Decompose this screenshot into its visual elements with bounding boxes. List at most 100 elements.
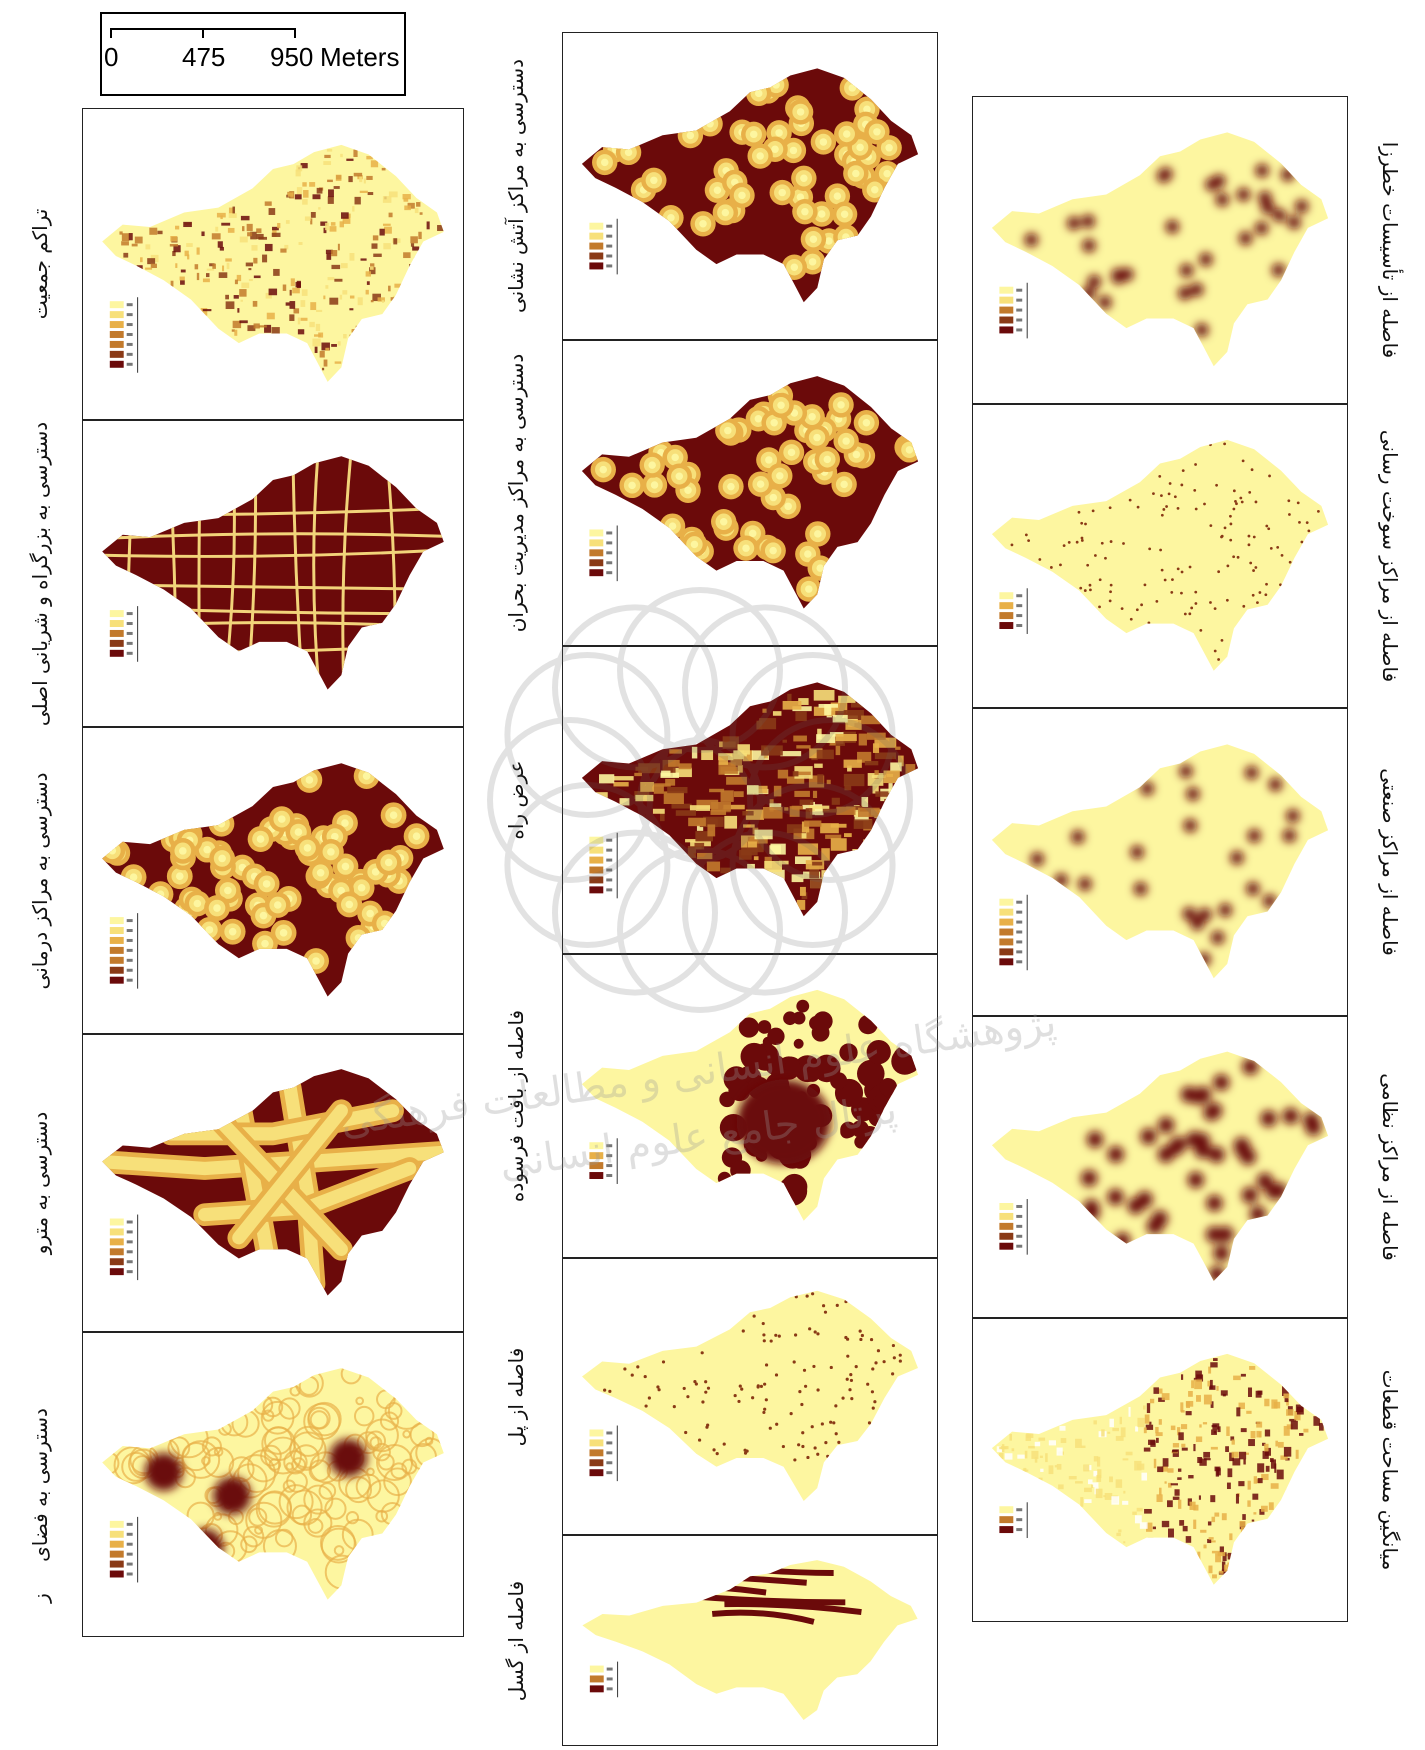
legend-swatch <box>109 917 124 925</box>
map-panel <box>562 646 938 954</box>
legend-swatch <box>109 639 124 647</box>
legend-swatch <box>109 956 124 964</box>
legend-swatch <box>999 612 1014 620</box>
map-panel <box>562 32 938 340</box>
legend-swatch <box>999 296 1014 304</box>
map-legend <box>999 894 1028 971</box>
legend-swatch <box>999 938 1014 946</box>
legend-swatch <box>999 1242 1014 1250</box>
legend-swatch <box>109 946 124 954</box>
legend-swatch <box>589 1449 604 1457</box>
legend-swatch <box>109 1248 124 1256</box>
legend-swatch <box>999 316 1014 324</box>
legend-swatch <box>589 836 604 844</box>
scale-bar-tick <box>202 28 204 38</box>
map-panel <box>562 1258 938 1535</box>
legend-swatch <box>109 350 124 358</box>
legend-swatch <box>589 1469 604 1477</box>
legend-swatch <box>109 1520 124 1528</box>
legend-swatch <box>999 918 1014 926</box>
map-panel <box>82 108 464 420</box>
map-panel <box>82 727 464 1034</box>
map-legend <box>589 1138 618 1184</box>
panel-label: میانگین مساحت قطعات <box>1378 1369 1402 1571</box>
panel-label: دسترسی به مراکز مدیریت بحران <box>504 353 528 633</box>
panel-label: دسترسی به فضای <box>28 1407 52 1562</box>
legend-swatch <box>999 1516 1014 1524</box>
legend-swatch <box>589 886 604 894</box>
map-svg <box>991 439 1329 671</box>
legend-swatch <box>589 222 604 230</box>
panel-label: عرض راه <box>504 760 528 840</box>
legend-swatch <box>109 1540 124 1548</box>
legend-swatch <box>999 1526 1014 1534</box>
legend-swatch <box>589 549 604 557</box>
legend-swatch <box>589 846 604 854</box>
panel-label: دسترسی به مراکز آتش نشانی <box>504 58 528 314</box>
map-svg <box>102 456 444 690</box>
map-svg <box>991 744 1329 979</box>
map-svg <box>581 68 919 303</box>
legend-swatch <box>999 1212 1014 1220</box>
map-svg <box>582 1290 918 1502</box>
legend-swatch <box>589 252 604 260</box>
map-svg <box>581 682 919 917</box>
legend-swatch <box>999 908 1014 916</box>
legend-swatch <box>589 1152 604 1160</box>
panel-label: فاصله از پل <box>504 1347 528 1446</box>
map-legend <box>109 606 139 662</box>
legend-swatch <box>109 966 124 974</box>
city-boundary <box>102 456 444 690</box>
legend-swatch <box>999 898 1014 906</box>
map-legend <box>589 218 618 275</box>
legend-swatch <box>999 1203 1014 1210</box>
scale-bar-tick <box>110 28 112 38</box>
map-svg <box>991 1051 1329 1282</box>
panel-label: فاصله از گسل <box>504 1580 528 1701</box>
panel-label: فاصله از مراکز نظامی <box>1378 1073 1402 1261</box>
map-panel <box>562 340 938 646</box>
panel-label: فاصله از مراکز صنعتی <box>1378 768 1402 956</box>
legend-swatch <box>999 928 1014 936</box>
panel-label: تراکم جمعیت <box>28 208 52 320</box>
map-svg <box>102 1069 444 1296</box>
map-legend <box>109 1214 139 1281</box>
legend-swatch <box>589 856 604 864</box>
legend-swatch <box>109 331 124 338</box>
legend-swatch <box>589 569 604 577</box>
legend-swatch <box>999 602 1014 610</box>
map-svg <box>991 132 1329 367</box>
map-panel <box>972 96 1348 404</box>
panel-label: فاصله از مراکز سوخت رسانی <box>1378 429 1402 683</box>
legend-swatch <box>589 866 604 874</box>
scale-tick-475: 475 <box>182 42 226 72</box>
legend-swatch <box>589 1162 604 1170</box>
legend-swatch <box>999 306 1014 314</box>
legend-swatch <box>109 1530 124 1538</box>
legend-swatch <box>109 1228 124 1236</box>
map-panel <box>972 708 1348 1016</box>
legend-swatch <box>999 286 1014 294</box>
scale-bar-tick <box>294 28 296 38</box>
legend-swatch <box>589 262 604 270</box>
map-legend <box>589 1661 619 1698</box>
map-svg <box>581 376 919 609</box>
legend-swatch <box>109 340 124 348</box>
legend-swatch <box>109 321 124 329</box>
legend-swatch <box>999 958 1014 966</box>
map-svg <box>102 1368 444 1600</box>
legend-swatch <box>109 1258 124 1266</box>
map-legend <box>109 1516 139 1583</box>
map-legend <box>999 282 1028 339</box>
legend-swatch <box>109 360 124 368</box>
map-legend <box>109 913 139 989</box>
legend-swatch <box>589 876 604 884</box>
legend-swatch <box>999 1232 1014 1240</box>
map-panel <box>82 420 464 727</box>
legend-swatch <box>109 311 124 319</box>
legend-swatch <box>589 539 604 547</box>
legend-swatch <box>999 592 1014 600</box>
map-legend <box>999 1502 1028 1539</box>
legend-swatch <box>109 629 124 637</box>
legend-swatch <box>109 649 124 657</box>
